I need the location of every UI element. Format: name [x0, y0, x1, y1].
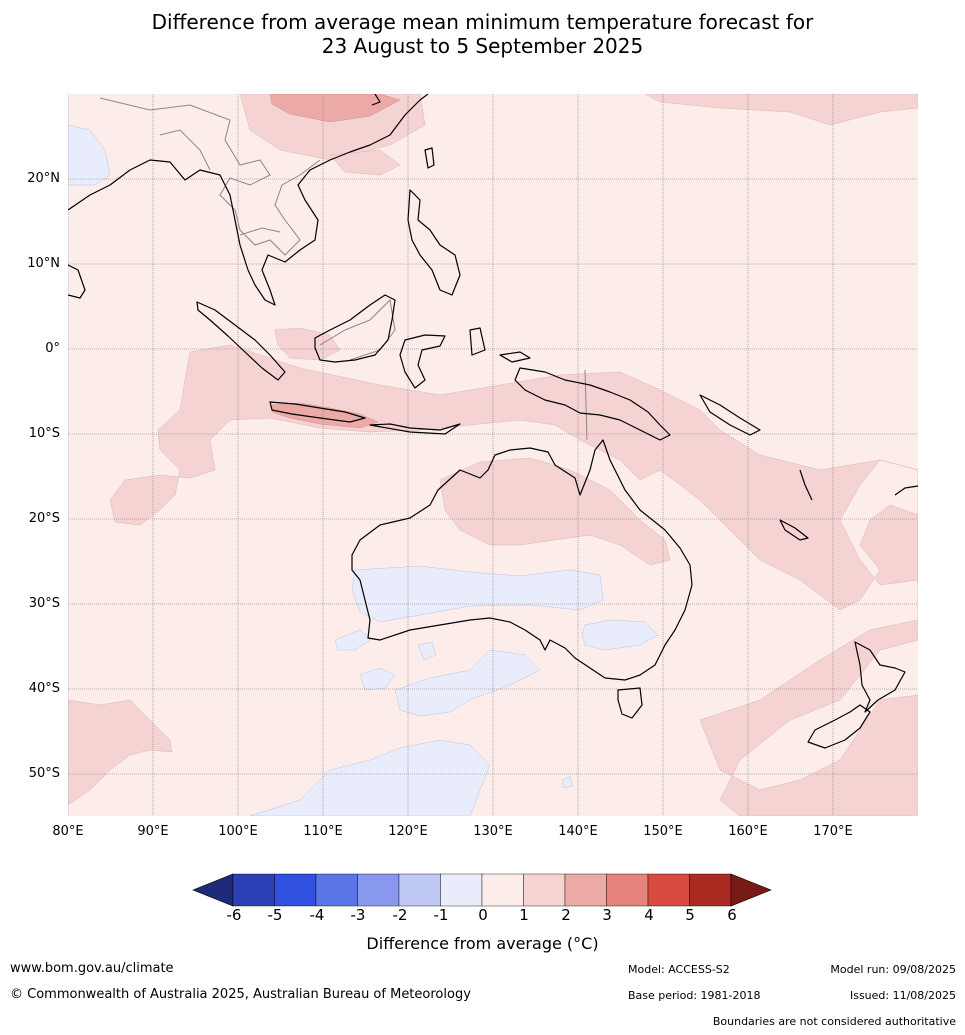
lon-label-170e: 170°E: [813, 824, 853, 839]
colorbar-tick: 4: [644, 906, 654, 924]
lon-label-120e: 120°E: [388, 824, 428, 839]
chart-title: Difference from average mean minimum tem…: [0, 10, 965, 58]
colorbar-segments: [192, 873, 772, 907]
colorbar-tick: 0: [478, 906, 488, 924]
colorbar-tick: 3: [602, 906, 612, 924]
colorbar-extend-high: [730, 873, 772, 907]
colorbar: [192, 873, 772, 907]
colorbar-segment: [315, 873, 358, 907]
colorbar-segment: [232, 873, 275, 907]
footer-disclaimer: Boundaries are not considered authoritat…: [712, 1015, 956, 1028]
lon-label-130e: 130°E: [473, 824, 513, 839]
colorbar-tick: 1: [519, 906, 529, 924]
colorbar-tick: -1: [433, 906, 449, 924]
colorbar-tick: -6: [226, 906, 242, 924]
lon-label-110e: 110°E: [303, 824, 343, 839]
colorbar-segment: [274, 873, 317, 907]
colorbar-tick: 5: [685, 906, 695, 924]
colorbar-segment: [481, 873, 524, 907]
colorbar-segment: [440, 873, 483, 907]
lat-label-10s: 10°S: [28, 426, 60, 441]
lat-label-0: 0°: [45, 341, 60, 356]
colorbar-tick: 6: [727, 906, 737, 924]
anomaly-map: [68, 94, 918, 816]
lon-label-90e: 90°E: [137, 824, 169, 839]
lon-label-140e: 140°E: [558, 824, 598, 839]
lat-label-50s: 50°S: [28, 766, 60, 781]
lat-label-10n: 10°N: [27, 256, 60, 271]
footer-url: www.bom.gov.au/climate: [10, 961, 174, 976]
lat-label-20n: 20°N: [27, 171, 60, 186]
title-line-2: 23 August to 5 September 2025: [321, 34, 644, 58]
coastlines: [68, 94, 918, 749]
colorbar-segment: [606, 873, 649, 907]
colorbar-tick: -4: [309, 906, 325, 924]
map-area: [68, 94, 918, 816]
anomaly-cool-regions: [68, 124, 659, 816]
colorbar-segment: [647, 873, 690, 907]
lat-label-40s: 40°S: [28, 681, 60, 696]
lat-label-20s: 20°S: [28, 511, 60, 526]
lat-label-30s: 30°S: [28, 596, 60, 611]
colorbar-segment: [398, 873, 441, 907]
footer-copyright: © Commonwealth of Australia 2025, Austra…: [10, 987, 471, 1002]
colorbar-tick: -3: [350, 906, 366, 924]
lon-label-80e: 80°E: [52, 824, 84, 839]
colorbar-extend-low: [192, 873, 234, 907]
footer-issued: Issued: 11/08/2025: [849, 989, 956, 1002]
lon-label-150e: 150°E: [643, 824, 683, 839]
title-line-1: Difference from average mean minimum tem…: [151, 10, 814, 34]
colorbar-tick: -5: [267, 906, 283, 924]
colorbar-tick: -2: [392, 906, 408, 924]
footer-model-run: Model run: 09/08/2025: [830, 963, 956, 976]
country-borders: [99, 97, 588, 441]
colorbar-segment: [357, 873, 400, 907]
colorbar-segment: [523, 873, 566, 907]
lon-label-160e: 160°E: [728, 824, 768, 839]
footer-model: Model: ACCESS-S2: [628, 963, 730, 976]
footer-base-period: Base period: 1981-2018: [628, 989, 761, 1002]
lon-label-100e: 100°E: [218, 824, 258, 839]
colorbar-label: Difference from average (°C): [366, 934, 599, 953]
colorbar-segment: [564, 873, 607, 907]
colorbar-tick: 2: [561, 906, 571, 924]
colorbar-segment: [689, 873, 732, 907]
